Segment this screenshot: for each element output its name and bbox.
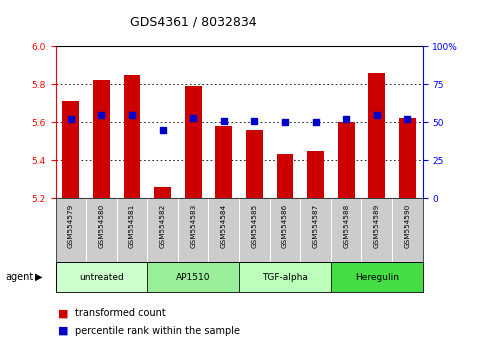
Point	[128, 112, 136, 118]
Point	[159, 127, 167, 132]
Text: Heregulin: Heregulin	[355, 273, 399, 281]
Text: GSM554589: GSM554589	[374, 203, 380, 247]
Point	[189, 115, 197, 120]
Text: GSM554581: GSM554581	[129, 203, 135, 247]
Bar	[154, 187, 171, 198]
Point	[220, 118, 227, 124]
Text: GSM554582: GSM554582	[159, 203, 166, 247]
Point	[373, 112, 381, 118]
Text: GSM554585: GSM554585	[251, 203, 257, 247]
Text: ■: ■	[58, 308, 69, 318]
Text: untreated: untreated	[79, 273, 124, 281]
Bar	[215, 126, 232, 198]
Bar	[93, 80, 110, 198]
Bar	[239, 262, 331, 292]
Bar	[307, 151, 324, 198]
Text: GSM554580: GSM554580	[99, 203, 104, 247]
Text: GSM554587: GSM554587	[313, 203, 319, 247]
Bar	[369, 73, 385, 198]
Point	[281, 119, 289, 125]
Bar	[124, 75, 141, 198]
Text: GSM554586: GSM554586	[282, 203, 288, 247]
Text: GSM554583: GSM554583	[190, 203, 196, 247]
Bar	[338, 122, 355, 198]
Text: agent: agent	[6, 272, 34, 282]
Text: AP1510: AP1510	[176, 273, 211, 281]
Text: GDS4361 / 8032834: GDS4361 / 8032834	[130, 16, 256, 29]
Text: transformed count: transformed count	[75, 308, 166, 318]
Bar	[277, 154, 293, 198]
Point	[403, 116, 411, 122]
Point	[98, 112, 105, 118]
Bar	[62, 101, 79, 198]
Bar	[185, 86, 201, 198]
Point	[312, 119, 319, 125]
Text: GSM554579: GSM554579	[68, 203, 74, 247]
Point	[251, 118, 258, 124]
Bar	[399, 118, 416, 198]
Text: ■: ■	[58, 326, 69, 336]
Point	[67, 116, 75, 122]
Text: GSM554588: GSM554588	[343, 203, 349, 247]
Text: percentile rank within the sample: percentile rank within the sample	[75, 326, 240, 336]
Bar	[246, 130, 263, 198]
Bar	[147, 262, 239, 292]
Text: ▶: ▶	[35, 272, 43, 282]
Bar	[56, 262, 147, 292]
Point	[342, 116, 350, 122]
Text: TGF-alpha: TGF-alpha	[262, 273, 308, 281]
Text: GSM554590: GSM554590	[404, 203, 411, 247]
Bar	[331, 262, 423, 292]
Text: GSM554584: GSM554584	[221, 203, 227, 247]
